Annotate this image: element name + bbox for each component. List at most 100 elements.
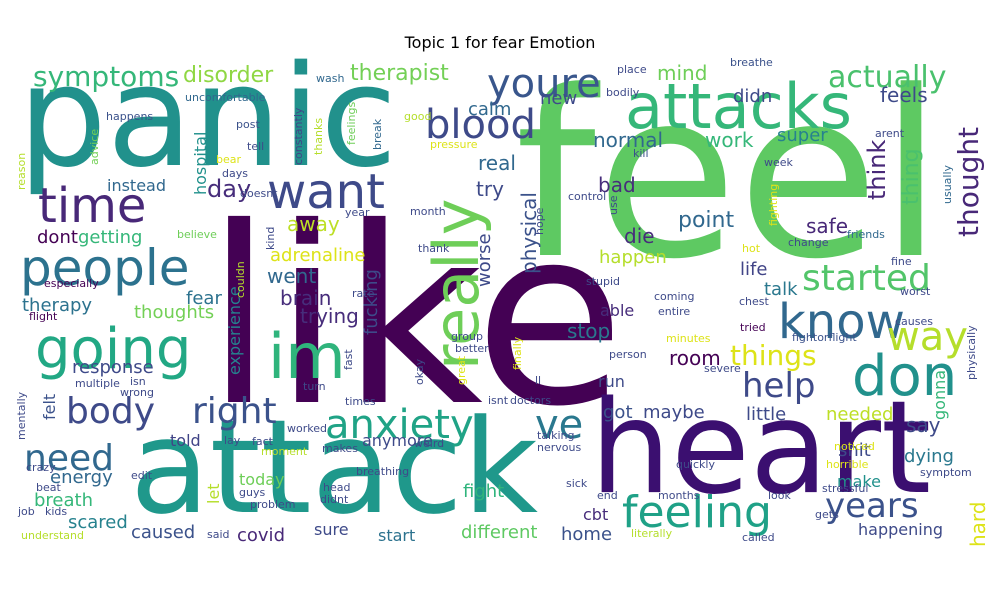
word-makes: makes: [322, 442, 358, 455]
word-feeling: feeling: [622, 487, 772, 538]
word-hard: hard: [966, 502, 990, 548]
word-therapist: therapist: [350, 61, 449, 86]
word-let: let: [204, 483, 223, 504]
word-doctors: doctors: [510, 394, 551, 407]
word-arent: arent: [875, 127, 905, 140]
word-started: started: [802, 258, 931, 299]
word-uncomfortable: uncomfortable: [185, 91, 266, 104]
word-change: change: [788, 236, 829, 249]
word-don: don: [852, 344, 957, 409]
word-isn: isn: [130, 375, 146, 388]
word-adrenaline: adrenaline: [270, 245, 365, 266]
word-cbt: cbt: [583, 505, 608, 524]
word-happen: happen: [599, 247, 667, 268]
word-times: times: [345, 395, 376, 408]
word-covid: covid: [237, 525, 285, 546]
word-group: group: [451, 330, 483, 343]
word-rate: rate: [352, 287, 375, 300]
word-flight: flight: [29, 310, 58, 323]
word-fight: fight: [463, 481, 504, 502]
word-especially: especially: [44, 277, 99, 290]
word-post: post: [236, 118, 260, 131]
word-thanks: thanks: [312, 118, 325, 155]
word-good: good: [404, 110, 431, 123]
word-wash: wash: [316, 72, 344, 85]
word-physically: physically: [965, 325, 978, 380]
word-getting: getting: [78, 227, 142, 248]
word-beat: beat: [36, 481, 61, 494]
word-day: day: [207, 175, 251, 203]
word-mentally: mentally: [15, 391, 28, 440]
word-heart: heart: [590, 374, 931, 523]
word-constantly: constantly: [292, 107, 305, 165]
word-life: life: [740, 259, 767, 280]
word-gonna: gonna: [930, 370, 949, 420]
word-years: years: [825, 486, 919, 526]
word-thought: thought: [952, 127, 985, 237]
word-help: help: [742, 366, 816, 406]
word-hospital: hospital: [191, 132, 210, 195]
word-noticed: noticed: [834, 440, 875, 453]
word-ve: ve: [535, 402, 583, 448]
word-things: things: [730, 339, 817, 372]
word-fightorflight: fightorflight: [792, 331, 857, 344]
word-got: got: [603, 402, 633, 423]
word-experience: experience: [225, 286, 244, 375]
word-year: year: [345, 206, 370, 219]
word-fact: fact: [252, 435, 274, 448]
word-really: really: [420, 199, 493, 370]
word-advice: advice: [88, 129, 101, 165]
word-going: going: [35, 317, 191, 382]
word-couldn: couldn: [234, 261, 247, 298]
word-fighting: fighting: [767, 184, 780, 226]
word-away: away: [287, 212, 340, 236]
word-thing: thing: [899, 148, 924, 205]
word-calm: calm: [468, 99, 511, 120]
word-place: place: [617, 63, 647, 76]
word-maybe: maybe: [643, 402, 705, 423]
word-trying: trying: [300, 304, 359, 328]
word-thoughts: thoughts: [134, 302, 214, 323]
word-like: like: [205, 175, 625, 460]
word-finally: finally: [511, 336, 524, 370]
word-days: days: [222, 167, 248, 180]
word-feel: feel: [515, 43, 943, 310]
word-actually: actually: [828, 60, 946, 95]
word-shit: shit: [838, 440, 871, 461]
word-causes: causes: [895, 315, 933, 328]
word-mind: mind: [657, 61, 707, 85]
word-believe: believe: [177, 228, 217, 241]
word-room: room: [669, 346, 721, 370]
word-stop: stop: [567, 319, 610, 343]
word-fine: fine: [891, 255, 912, 268]
word-brain: brain: [280, 286, 331, 310]
word-symptoms: symptoms: [33, 60, 179, 93]
word-happening: happening: [858, 520, 943, 539]
word-im: im: [268, 320, 346, 393]
word-crazy: crazy: [26, 461, 56, 474]
word-response: response: [72, 357, 154, 378]
word-head: head: [323, 481, 350, 494]
word-turn: turn: [303, 380, 326, 393]
word-entire: entire: [658, 305, 690, 318]
word-quickly: quickly: [676, 458, 715, 471]
word-kids: kids: [45, 505, 67, 518]
word-point: point: [678, 208, 734, 233]
word-body: body: [66, 391, 155, 432]
word-super: super: [777, 125, 828, 146]
word-kind: kind: [264, 227, 277, 250]
word-feels: feels: [880, 83, 928, 107]
word-okay: okay: [413, 358, 426, 385]
word-disorder: disorder: [183, 63, 274, 88]
word-scared: scared: [68, 512, 128, 533]
word-ll: ll: [535, 374, 541, 387]
word-stressful: stressful: [822, 482, 868, 495]
word-problem: problem: [250, 498, 296, 511]
word-weird: weird: [414, 437, 444, 450]
word-lay: lay: [224, 434, 241, 447]
word-went: went: [267, 264, 316, 288]
word-worse: worse: [474, 233, 495, 287]
word-job: job: [17, 505, 35, 518]
word-think: think: [863, 140, 891, 201]
word-die: die: [624, 224, 655, 248]
